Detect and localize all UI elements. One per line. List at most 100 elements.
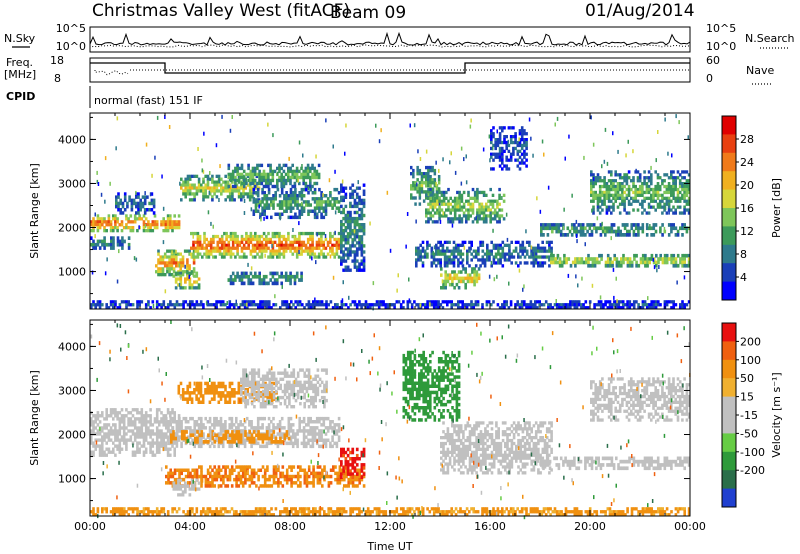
range-cell xyxy=(195,186,199,190)
range-cell xyxy=(592,208,595,212)
range-cell xyxy=(165,435,168,439)
noise-dot xyxy=(591,208,593,213)
range-cell xyxy=(644,263,647,268)
range-cell xyxy=(267,426,271,430)
range-cell xyxy=(256,181,259,186)
range-cell xyxy=(313,169,316,174)
range-cell xyxy=(101,444,104,448)
range-cell xyxy=(112,450,115,454)
noise-dot xyxy=(164,289,167,294)
range-cell xyxy=(237,384,241,389)
range-cell xyxy=(441,243,445,247)
range-cell xyxy=(197,381,201,386)
range-cell xyxy=(342,216,345,221)
range-cell xyxy=(458,205,461,209)
range-cell xyxy=(681,193,684,197)
range-cell xyxy=(240,271,244,276)
range-cell xyxy=(559,233,563,237)
range-cell xyxy=(627,199,631,203)
range-cell xyxy=(447,187,450,192)
range-cell xyxy=(260,252,264,256)
range-cell xyxy=(220,177,223,181)
range-cell xyxy=(661,182,664,186)
noise-dot xyxy=(138,225,140,230)
colorbar-segment xyxy=(722,116,736,135)
noise-dot xyxy=(272,133,274,138)
range-cell xyxy=(103,246,106,250)
range-cell xyxy=(186,249,189,253)
range-cell xyxy=(562,233,565,237)
noise-dot xyxy=(145,142,148,147)
range-cell xyxy=(261,187,264,192)
range-cell xyxy=(574,263,577,268)
noise-dot xyxy=(135,190,137,195)
noise-dot xyxy=(435,182,437,187)
range-cell xyxy=(130,201,134,206)
range-cell xyxy=(641,257,645,261)
range-cell xyxy=(477,246,480,250)
range-cell xyxy=(503,164,506,168)
range-cell xyxy=(683,303,686,307)
range-cell xyxy=(587,260,590,265)
range-cell xyxy=(497,246,500,250)
range-cell xyxy=(196,240,200,244)
range-cell xyxy=(430,255,434,259)
range-cell xyxy=(454,246,458,250)
range-cell xyxy=(425,172,428,176)
range-cell xyxy=(228,381,232,386)
range-cell xyxy=(465,303,469,307)
range-cell xyxy=(462,190,466,195)
noise-dot xyxy=(415,219,417,224)
range-cell xyxy=(258,246,261,250)
range-cell xyxy=(438,205,441,209)
range-cell xyxy=(261,197,264,201)
range-cell xyxy=(614,170,617,174)
range-cell xyxy=(627,211,631,215)
noise-dot xyxy=(116,116,119,121)
range-cell xyxy=(300,197,304,201)
range-cell xyxy=(590,173,593,177)
data-band xyxy=(90,214,181,233)
noise-dot xyxy=(243,211,246,215)
range-cell xyxy=(213,186,216,190)
range-cell xyxy=(200,438,203,442)
range-cell xyxy=(482,190,486,195)
range-cell xyxy=(234,240,237,244)
range-cell xyxy=(280,184,283,189)
range-cell xyxy=(287,172,290,177)
range-cell xyxy=(358,216,361,221)
range-cell xyxy=(320,212,323,216)
range-cell xyxy=(665,187,669,192)
range-cell xyxy=(216,243,220,247)
range-cell xyxy=(687,226,691,231)
range-cell xyxy=(590,229,594,234)
range-cell xyxy=(139,201,142,206)
range-cell xyxy=(272,200,275,204)
range-cell xyxy=(603,182,606,186)
range-cell xyxy=(652,233,656,237)
range-cell xyxy=(425,178,428,182)
range-cell xyxy=(420,187,424,191)
range-cell xyxy=(265,441,269,446)
range-cell xyxy=(681,184,684,189)
range-cell xyxy=(681,182,684,186)
range-cell xyxy=(96,444,100,448)
range-cell xyxy=(672,306,675,310)
range-cell xyxy=(162,414,165,418)
range-cell xyxy=(340,244,343,248)
noise-dot xyxy=(518,137,520,142)
range-cell xyxy=(444,282,447,287)
range-cell xyxy=(353,232,357,236)
range-cell xyxy=(523,300,526,304)
range-cell xyxy=(320,237,323,242)
noise-dot xyxy=(581,276,583,281)
range-cell xyxy=(652,223,656,227)
range-cell xyxy=(160,303,163,307)
noise-dot xyxy=(575,219,578,224)
noise-dot xyxy=(678,120,680,125)
range-cell xyxy=(490,303,493,307)
range-cell xyxy=(107,429,111,433)
range-cell xyxy=(262,169,266,174)
range-cell xyxy=(219,432,223,436)
range-cell xyxy=(147,223,150,227)
